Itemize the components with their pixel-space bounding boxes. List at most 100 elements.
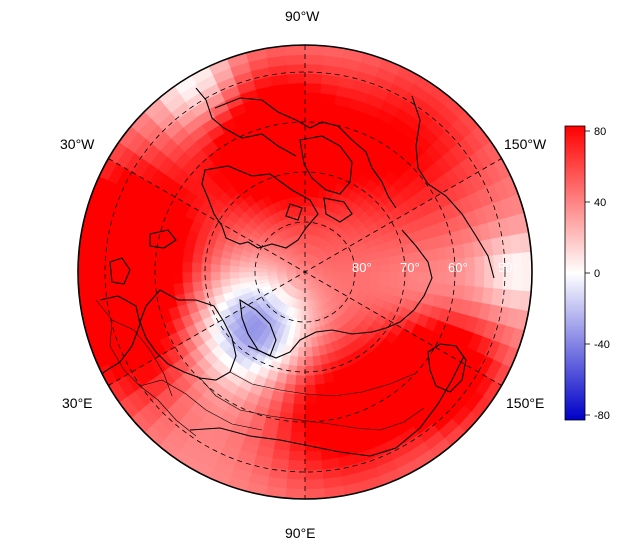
field-cell	[474, 271, 486, 288]
field-cell	[182, 281, 194, 294]
field-cell	[299, 214, 306, 226]
field-cell	[388, 255, 400, 265]
longitude-label-upper-left: 30°W	[60, 136, 95, 152]
field-cell	[474, 256, 486, 273]
colorbar-gradient	[564, 125, 586, 421]
map-boundary	[77, 44, 533, 500]
field-cell	[87, 252, 99, 273]
field-cell	[78, 271, 89, 293]
field-cell	[304, 177, 314, 188]
field-cell	[210, 271, 221, 281]
field-cell	[238, 271, 249, 279]
field-cell	[304, 365, 315, 377]
field-cell	[201, 279, 213, 291]
lat-label-80: 80°	[352, 260, 372, 275]
field-cell	[143, 257, 155, 273]
field-cell	[296, 356, 306, 367]
field-cell	[219, 278, 231, 288]
field-cell	[304, 110, 320, 122]
field-cell	[229, 271, 240, 279]
field-cell	[284, 158, 297, 170]
field-cell	[78, 251, 89, 273]
field-cell	[304, 478, 325, 490]
field-cell	[304, 403, 318, 415]
field-cell	[229, 277, 241, 286]
field-cell	[304, 375, 316, 386]
colorbar-tick-neg40: -40	[594, 339, 610, 351]
field-cell	[191, 271, 202, 283]
field-cell	[380, 264, 391, 273]
field-cell	[313, 374, 326, 386]
colorbar-tick-40: 40	[594, 197, 606, 209]
field-cell	[289, 101, 306, 113]
field-cell	[370, 265, 381, 273]
field-cell	[369, 258, 381, 267]
field-cell	[332, 268, 344, 273]
longitude-label-upper-right: 150°W	[504, 136, 547, 152]
field-cell	[315, 139, 329, 152]
field-cell	[304, 337, 312, 348]
field-cell	[298, 196, 306, 207]
field-cell	[304, 431, 321, 443]
field-cell	[342, 267, 353, 273]
field-cell	[304, 91, 321, 103]
field-cell	[304, 460, 323, 471]
field-cell	[281, 392, 295, 405]
field-cell	[301, 233, 306, 245]
field-cell	[312, 364, 324, 376]
field-cell	[257, 271, 268, 277]
field-cell	[296, 177, 306, 188]
field-cell	[283, 383, 296, 395]
field-cell	[289, 431, 306, 443]
field-cell	[293, 139, 306, 150]
field-cell	[287, 73, 306, 84]
field-cell	[182, 250, 194, 263]
field-cell	[304, 54, 325, 66]
field-cell	[436, 259, 448, 273]
field-cell	[162, 259, 174, 273]
lat-label-60: 60°	[448, 260, 468, 275]
coastlines	[89, 87, 495, 457]
field-cell	[295, 167, 306, 179]
field-cell	[380, 271, 391, 280]
field-cell	[181, 271, 193, 284]
field-cell	[292, 403, 306, 415]
field-cell	[200, 262, 212, 273]
field-cell	[389, 263, 400, 273]
graticule	[104, 45, 506, 499]
field-cell	[304, 139, 317, 150]
field-cell	[304, 186, 313, 197]
field-cell	[87, 271, 99, 292]
field-cell	[191, 280, 203, 293]
field-cell	[284, 488, 306, 499]
field-cell	[304, 356, 314, 367]
field-cell	[286, 63, 306, 75]
field-cell	[172, 271, 183, 284]
longitude-label-lower-right: 150°E	[506, 395, 545, 411]
field-cell	[304, 82, 322, 94]
field-cell	[379, 256, 391, 266]
field-cell	[295, 365, 306, 377]
field-cell	[284, 45, 306, 56]
colorbar: 80 40 0 -40 -80	[564, 125, 610, 422]
longitude-label-bottom: 90°E	[285, 525, 316, 541]
field-cell	[172, 248, 185, 262]
field-cell	[172, 260, 183, 273]
field-cell	[134, 271, 146, 288]
colorbar-tick-80: 80	[594, 126, 606, 138]
field-cell	[290, 110, 306, 122]
field-cell	[304, 299, 309, 311]
field-cell	[191, 261, 202, 273]
lat-label-70: 70°	[400, 260, 420, 275]
field-cell	[219, 271, 230, 280]
field-cell	[312, 355, 322, 367]
field-cell	[106, 254, 117, 273]
field-cell	[115, 271, 127, 289]
field-cell	[247, 271, 259, 278]
field-cell	[124, 271, 136, 288]
field-cell	[314, 383, 327, 395]
field-cell	[304, 148, 317, 160]
field-cell	[285, 478, 306, 490]
lat-label-50: 50°	[498, 260, 518, 275]
borders	[95, 299, 425, 437]
